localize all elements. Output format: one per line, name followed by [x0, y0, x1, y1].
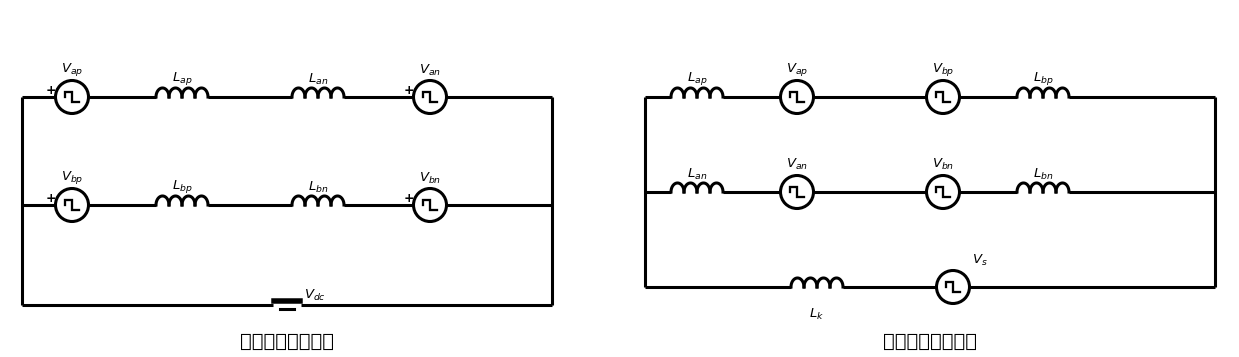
Text: $V_{dc}$: $V_{dc}$ — [304, 287, 326, 302]
Text: $L_{an}$: $L_{an}$ — [307, 72, 328, 87]
Text: 共模电流等效回路: 共模电流等效回路 — [240, 332, 335, 351]
Text: 差模电流等效回路: 差模电流等效回路 — [883, 332, 978, 351]
Text: +: + — [45, 191, 56, 205]
Text: +: + — [45, 84, 56, 96]
Text: $L_{bn}$: $L_{bn}$ — [1033, 167, 1053, 182]
Text: $L_{ap}$: $L_{ap}$ — [172, 70, 192, 87]
Text: $L_{bn}$: $L_{bn}$ — [307, 180, 328, 195]
Text: $V_{bn}$: $V_{bn}$ — [419, 170, 441, 186]
Text: $V_{an}$: $V_{an}$ — [419, 62, 441, 77]
Text: $L_{an}$: $L_{an}$ — [686, 167, 707, 182]
Text: +: + — [403, 84, 414, 96]
Text: $V_{bn}$: $V_{bn}$ — [932, 157, 954, 172]
Text: $V_{bp}$: $V_{bp}$ — [932, 60, 954, 77]
Text: $L_{bp}$: $L_{bp}$ — [172, 178, 192, 195]
Text: $L_{k}$: $L_{k}$ — [809, 307, 824, 322]
Text: $V_{ap}$: $V_{ap}$ — [786, 60, 808, 77]
Text: $L_{ap}$: $L_{ap}$ — [686, 70, 707, 87]
Text: $V_{an}$: $V_{an}$ — [786, 157, 808, 172]
Text: $L_{bp}$: $L_{bp}$ — [1032, 70, 1053, 87]
Text: $V_{bp}$: $V_{bp}$ — [61, 169, 83, 186]
Text: +: + — [403, 191, 414, 205]
Text: $V_{ap}$: $V_{ap}$ — [61, 60, 83, 77]
Text: $V_{s}$: $V_{s}$ — [973, 253, 989, 268]
